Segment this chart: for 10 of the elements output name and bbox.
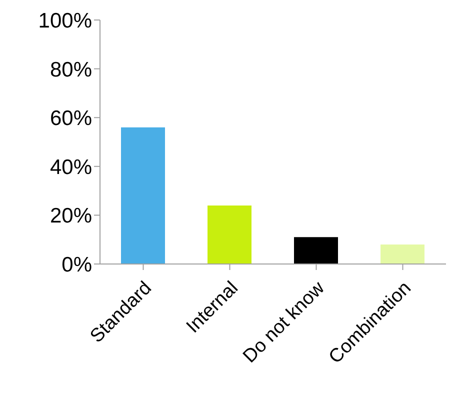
y-tick-label: 80% (50, 58, 92, 82)
y-tick-label: 40% (50, 156, 92, 179)
y-tick-label: 20% (50, 204, 92, 228)
bar (294, 237, 338, 264)
y-tick-label: 100% (38, 9, 92, 32)
y-tick-label: 0% (62, 253, 92, 276)
bar (208, 205, 252, 264)
bar (121, 127, 165, 264)
bar (380, 244, 424, 264)
y-tick-label: 60% (50, 107, 92, 130)
